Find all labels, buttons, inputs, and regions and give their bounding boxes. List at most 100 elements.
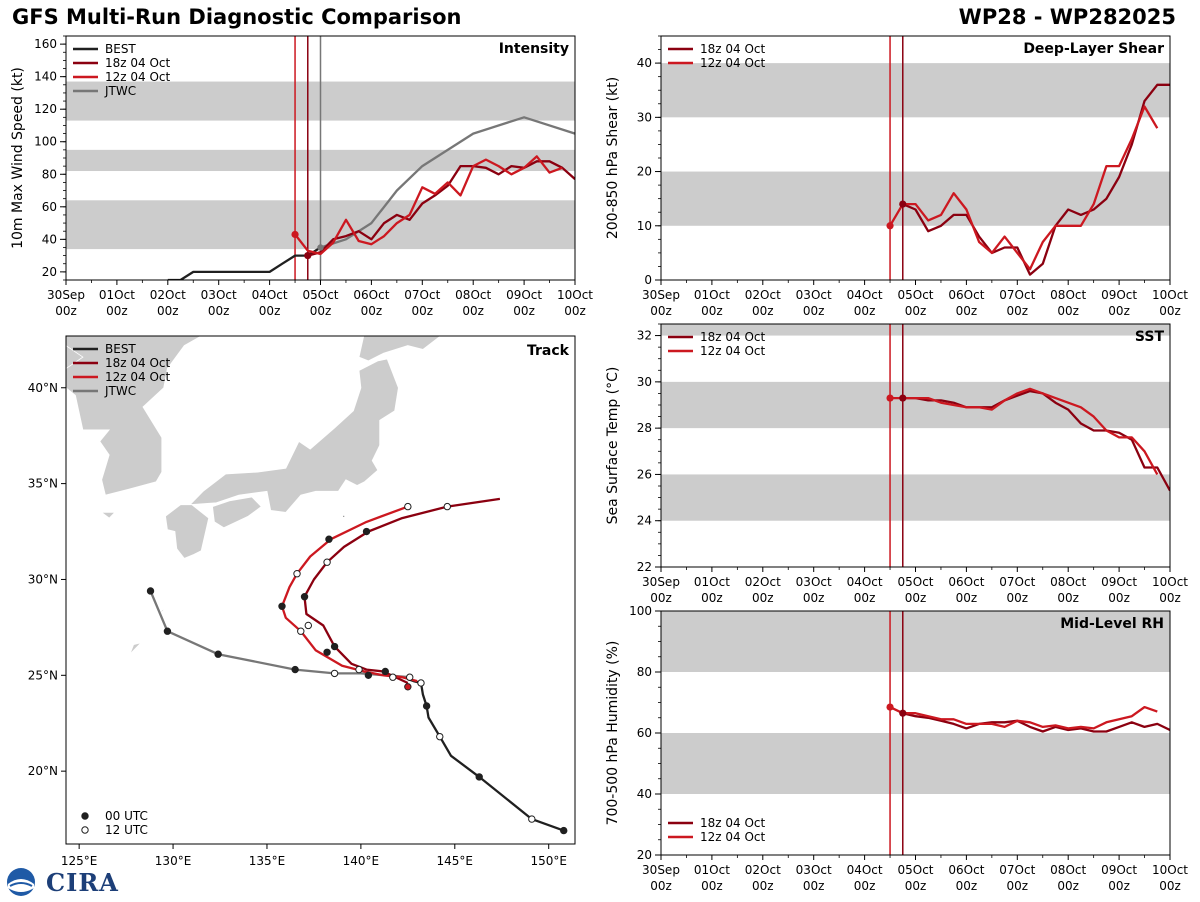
rh-x-tick-sublabel: 00z [752, 879, 774, 893]
track-lines-group [146, 497, 568, 835]
sst-panel: 22 24 26 28 30 32 30Sep 00z 01Oct 00z 02Oct 00z 03Oc… [605, 323, 1188, 605]
rh-x-tick-label: 07Oct [999, 863, 1035, 877]
sst-band [661, 324, 1170, 336]
shear-x-tick-sublabel: 00z [1108, 304, 1130, 318]
intensity-series-jtwc [320, 116, 575, 249]
shear-x-tick-label: 09Oct [1101, 288, 1137, 302]
sst-x-tick-sublabel: 00z [1057, 591, 1079, 605]
rh-x-tick-label: 04Oct [847, 863, 883, 877]
sst-y-tick-label: 30 [637, 375, 652, 389]
sst-legend-label-run18: 18z 04 Oct [700, 330, 766, 344]
intensity-x-tick-sublabel: 00z [310, 304, 332, 318]
shear-legend-label-run18: 18z 04 Oct [700, 42, 766, 56]
track-frame [65, 335, 576, 845]
intensity-x-tick-sublabel: 00z [259, 304, 281, 318]
korea-landmass [66, 336, 203, 496]
shear-x-tick-sublabel: 00z [854, 304, 876, 318]
shear-y-tick-label: 0 [644, 273, 652, 287]
rh-x-tick-label: 01Oct [694, 863, 730, 877]
track-y-tick-label: 35°N [28, 477, 58, 491]
intensity-y-tick-label: 20 [42, 265, 57, 279]
rh-x-tick-sublabel: 00z [650, 879, 672, 893]
shear-panel-title: Deep-Layer Shear [1023, 41, 1164, 57]
intensity-legend-label-run18: 18z 04 Oct [105, 56, 171, 70]
shear-y-axis-label: 200-850 hPa Shear (kt) [605, 77, 621, 239]
track-line-best [407, 678, 565, 832]
track-marker-jtwc-filled [291, 665, 299, 674]
sst-x-tick-sublabel: 00z [854, 591, 876, 605]
rh-legend-label-run18: 18z 04 Oct [700, 816, 766, 830]
rh-series-run18 [902, 712, 1170, 733]
intensity-x-tick-sublabel: 00z [106, 304, 128, 318]
track-x-tick-label: 125°E [61, 854, 98, 868]
intensity-legend-label-jtwc: JTWC [104, 84, 136, 98]
sst-band [661, 474, 1170, 521]
track-marker-run12-filled [404, 683, 412, 691]
shear-init-point-run12 [886, 222, 894, 230]
intensity-series-group [167, 116, 575, 280]
shear-band [661, 63, 1170, 118]
rh-y-tick-label: 60 [637, 726, 652, 740]
jeju-island [100, 512, 116, 519]
cira-logo-text: CIRA [46, 868, 119, 897]
shear-band [661, 171, 1170, 226]
track-y-tick-label: 25°N [28, 668, 58, 682]
sst-y-tick-label: 22 [637, 560, 652, 574]
sst-y-tick-label: 28 [637, 421, 652, 435]
intensity-x-tick-sublabel: 00z [361, 304, 383, 318]
sst-x-tick-label: 08Oct [1050, 575, 1086, 589]
rh-x-tick-label: 08Oct [1050, 863, 1086, 877]
kyushu-landmass [165, 504, 210, 559]
shear-y-tick-label: 30 [637, 110, 652, 124]
intensity-series-best [167, 246, 322, 280]
amami-island [159, 607, 166, 615]
sst-x-tick-sublabel: 00z [701, 591, 723, 605]
track-marker-jtwc-filled [364, 671, 373, 680]
track-marker-legend-label: 12 UTC [105, 823, 148, 837]
sst-x-tick-sublabel: 00z [752, 591, 774, 605]
track-panel-title: Track [527, 343, 570, 359]
sst-x-tick-sublabel: 00z [1007, 591, 1029, 605]
rh-series-run12 [889, 705, 1158, 730]
sst-y-tick-label: 26 [637, 467, 652, 481]
track-y-tick-label: 20°N [28, 764, 58, 778]
sst-series-run12 [890, 387, 1159, 475]
logo: CIRA [4, 866, 118, 898]
rh-x-tick-sublabel: 00z [803, 879, 825, 893]
shikoku-landmass [212, 496, 262, 529]
intensity-y-tick-label: 80 [42, 167, 57, 181]
rh-x-tick-sublabel: 00z [701, 879, 723, 893]
sst-panel-title: SST [1135, 329, 1165, 345]
intensity-x-tick-label: 08Oct [455, 288, 491, 302]
shear-y-tick-label: 20 [637, 165, 652, 179]
track-legend-label-best: BEST [105, 342, 136, 356]
shear-x-tick-sublabel: 00z [1057, 304, 1079, 318]
intensity-x-tick-sublabel: 00z [55, 304, 77, 318]
sst-x-tick-label: 03Oct [796, 575, 832, 589]
track-x-tick-label: 150°E [530, 854, 567, 868]
track-marker-jtwc-filled [163, 627, 172, 635]
intensity-y-axis-label: 10m Max Wind Speed (kt) [10, 67, 26, 249]
intensity-y-tick-label: 60 [42, 200, 57, 214]
sst-frame [660, 323, 1171, 568]
intensity-y-tick-label: 120 [34, 102, 57, 116]
track-legend-label-run18: 18z 04 Oct [105, 356, 171, 370]
noaa-icon [7, 868, 35, 896]
intensity-series-run12 [294, 155, 563, 256]
rh-x-tick-label: 03Oct [796, 863, 832, 877]
shear-x-tick-label: 06Oct [948, 288, 984, 302]
intensity-x-tick-label: 02Oct [150, 288, 186, 302]
rh-init-point-run18 [899, 709, 907, 717]
track-y-tick-label: 30°N [28, 572, 58, 586]
rh-x-tick-label: 06Oct [948, 863, 984, 877]
sst-y-axis-label: Sea Surface Temp (°C) [605, 367, 621, 525]
track-marker-best-open [436, 732, 444, 741]
track-x-tick-label: 140°E [343, 854, 380, 868]
sst-x-tick-label: 10Oct [1152, 575, 1188, 589]
rh-x-tick-sublabel: 00z [1057, 879, 1079, 893]
intensity-y-tick-label: 40 [42, 232, 57, 246]
sst-x-tick-label: 02Oct [745, 575, 781, 589]
track-marker-run18-open [355, 665, 363, 674]
intensity-x-tick-sublabel: 00z [462, 304, 484, 318]
track-marker-jtwc-open [330, 669, 339, 678]
